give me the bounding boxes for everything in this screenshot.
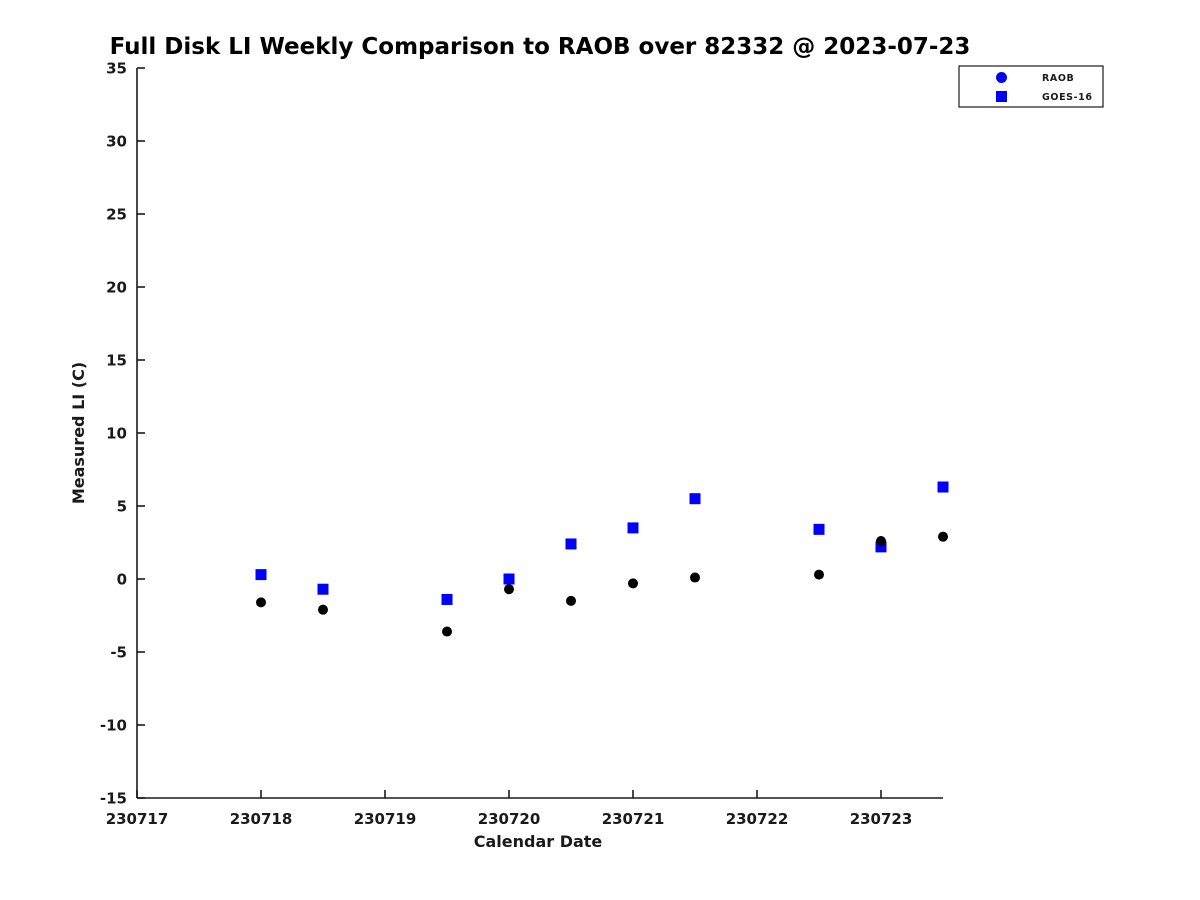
goes16-data-point	[317, 583, 329, 595]
raob-data-point	[504, 584, 514, 595]
goes16-data-point	[565, 538, 577, 550]
x-tick-label: 230717	[106, 810, 169, 828]
goes16-data-point	[627, 522, 639, 534]
raob-data-point	[690, 572, 700, 583]
raob-data-point	[442, 626, 452, 637]
goes16-data-point	[441, 593, 453, 605]
x-tick-label: 230719	[354, 810, 417, 828]
x-tick-label: 230718	[230, 810, 293, 828]
x-axis-label: Calendar Date	[474, 832, 603, 851]
raob-data-point	[876, 536, 886, 547]
raob-data-point	[566, 595, 576, 606]
y-tick-label: 0	[117, 571, 127, 589]
legend-raob-circle-icon	[996, 72, 1007, 83]
y-tick-label: -5	[110, 644, 127, 662]
raob-data-point	[938, 531, 948, 542]
x-tick-label: 230723	[850, 810, 913, 828]
raob-data-point	[814, 569, 824, 580]
plot-axes: -15 -10 -5 0 5 10 15 20 25 30 35 230717 230718 230719…	[100, 60, 943, 828]
y-tick-label: 20	[106, 279, 127, 297]
goes16-data-point	[689, 493, 701, 505]
legend-goes16-square-icon	[996, 91, 1007, 102]
x-tick-label: 230720	[478, 810, 541, 828]
y-tick-label: -15	[100, 790, 127, 808]
goes16-data-point	[503, 573, 515, 585]
data-points	[255, 481, 949, 637]
y-tick-label: 5	[117, 498, 127, 516]
raob-data-point	[318, 604, 328, 615]
y-tick-label: 15	[106, 352, 127, 370]
goes16-data-point	[813, 523, 825, 535]
legend-label-raob: RAOB	[1042, 73, 1074, 84]
y-tick-label: 30	[106, 133, 127, 151]
x-tick-label: 230721	[602, 810, 665, 828]
goes16-data-point	[255, 569, 267, 581]
raob-data-point	[628, 578, 638, 589]
y-tick-label: -10	[100, 717, 127, 735]
legend-box	[958, 65, 1104, 108]
x-tick-label: 230722	[726, 810, 789, 828]
legend-label-goes16: GOES-16	[1042, 92, 1093, 103]
y-tick-label: 25	[106, 206, 127, 224]
y-tick-label: 10	[106, 425, 127, 443]
chart-title: Full Disk LI Weekly Comparison to RAOB o…	[110, 34, 971, 60]
y-axis-label: Measured LI (C)	[69, 362, 88, 504]
legend: RAOB GOES-16	[958, 65, 1104, 108]
raob-data-point	[256, 597, 266, 608]
goes16-data-point	[875, 541, 887, 553]
goes16-data-point	[937, 481, 949, 493]
y-tick-label: 35	[106, 60, 127, 78]
